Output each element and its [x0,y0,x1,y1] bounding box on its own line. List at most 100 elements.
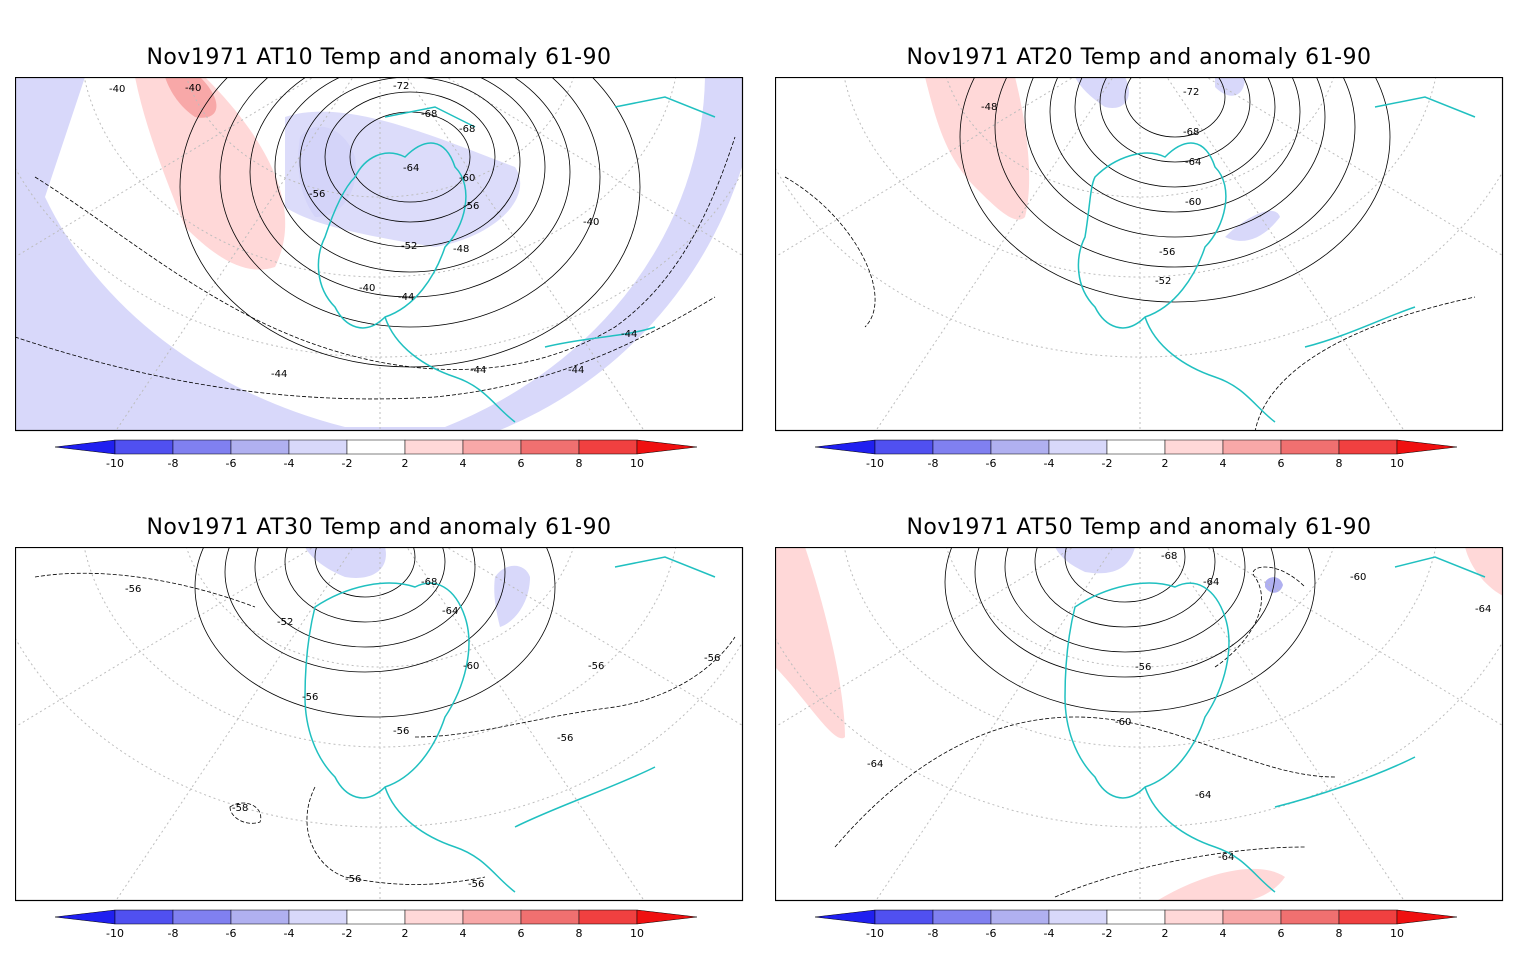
contour-label: -44 [621,329,637,340]
colorbar-arrow-left [55,909,116,925]
colorbar-segment [404,909,464,925]
colorbar-tick-label: 10 [1390,927,1404,940]
contour-label: -58 [232,803,248,814]
colorbar-arrow-left [815,439,876,455]
contour-label: -64 [1185,157,1201,168]
panel-at10: Nov1971 AT10 Temp and anomaly 61-90 [15,45,755,495]
colorbar-segment [462,909,522,925]
colorbar-arrow-right [1396,439,1458,455]
colorbar-segment [288,439,348,455]
colorbar-tick-label: 10 [630,457,644,470]
colorbar-segment [346,909,406,925]
contour-label: -52 [1155,276,1171,287]
colorbar-arrow-right [636,909,698,925]
colorbar-tick-label: 2 [1162,457,1169,470]
colorbar-4: -10 -8 -6 -4 -2 2 4 6 8 10 [815,909,1458,940]
colorbar-segment [1106,909,1166,925]
anomaly-positive-west [135,78,286,270]
contour-label: -60 [1350,572,1366,583]
map-at10: -40 -40 -72 -68 -68 -64 -60 -56 -56 -52 … [15,77,744,432]
map-frame [775,547,1504,902]
colorbar-tick-label: -4 [1044,927,1055,940]
contour-label: -68 [1161,551,1177,562]
contour-label: -56 [302,692,318,703]
contour-label: -56 [588,661,604,672]
colorbar-segment [346,439,406,455]
colorbar-segment [172,439,232,455]
colorbar-tick-label: 6 [1278,457,1285,470]
colorbar-segment [990,909,1050,925]
contour-label: -44 [398,292,414,303]
anomaly-positive-west [925,78,1030,220]
panel-title: Nov1971 AT10 Temp and anomaly 61-90 [146,45,612,70]
colorbar-tick-label: 4 [460,927,467,940]
colorbar-tick-label: -4 [1044,457,1055,470]
map-frame [15,77,744,432]
colorbar-tick-label: 8 [1336,927,1343,940]
colorbar-segment [932,909,992,925]
contour-label: -64 [1203,577,1219,588]
contour-label: -44 [568,365,584,376]
contour-label: -44 [271,369,287,380]
colorbar-segment [404,439,464,455]
colorbar-segment [1222,909,1282,925]
colorbar-tick-label: 4 [460,457,467,470]
colorbar-arrow-left [55,439,116,455]
colorbar-tick-label: 2 [402,457,409,470]
colorbar-segment [462,439,522,455]
contour-label: -56 [704,653,720,664]
contour-label: -64 [403,163,419,174]
panel-at20: Nov1971 AT20 Temp and anomaly 61-90 [775,45,1515,495]
contour-label: -56 [345,874,361,885]
anomaly-negative-north [1055,548,1135,574]
anomaly-positive-east [1465,548,1502,596]
colorbar-segment [578,439,638,455]
colorbar-tick-label: -2 [1102,457,1113,470]
colorbar-tick-label: 6 [518,457,525,470]
colorbar-tick-label: -10 [866,457,884,470]
contour-label: -52 [277,617,293,628]
colorbar-1: -10 -8 -6 -4 -2 2 4 6 8 10 [55,439,698,470]
contour-label: -72 [393,81,409,92]
colorbar-tick-label: 8 [576,927,583,940]
colorbar-tick-label: 6 [1278,927,1285,940]
colorbar-tick-label: -10 [866,927,884,940]
colorbar-segment [1280,909,1340,925]
anomaly-negative-atlantic [494,565,530,627]
colorbar-segment [1280,439,1340,455]
anomaly-positive-west [776,548,845,739]
contour-label: -68 [421,109,437,120]
colorbar-tick-label: -4 [284,457,295,470]
colorbar-tick-label: 8 [1336,457,1343,470]
contour-label: -56 [1159,247,1175,258]
contour-label: -40 [109,84,125,95]
colorbar-tick-label: -4 [284,927,295,940]
colorbar-segment [874,439,934,455]
panel-title: Nov1971 AT30 Temp and anomaly 61-90 [146,515,612,540]
panel-at50: Nov1971 AT50 Temp and anomaly 61-90 [775,515,1515,965]
colorbar-tick-label: -2 [1102,927,1113,940]
map-at20: -48 -72 -68 -64 -60 -56 -52 [775,77,1504,432]
colorbar-segment [114,909,174,925]
contour-label: -48 [981,102,997,113]
colorbar-tick-label: 6 [518,927,525,940]
colorbar-tick-label: -10 [106,927,124,940]
anomaly-negative-north [1075,78,1129,108]
colorbar-segment [172,909,232,925]
colorbar-segment [230,439,290,455]
colorbar-arrow-left [815,909,876,925]
colorbar-tick-label: -2 [342,457,353,470]
contour-label: -60 [463,661,479,672]
colorbar-arrow-right [636,439,698,455]
colorbar-segment [520,909,580,925]
anomaly-negative-atlantic [1225,210,1280,241]
contour-label: -64 [1195,790,1211,801]
colorbar-segment [1338,439,1398,455]
colorbar-segment [932,439,992,455]
contour-label: -64 [1475,604,1491,615]
anomaly-negative-north [305,548,386,578]
colorbar-segment [114,439,174,455]
panel-title: Nov1971 AT50 Temp and anomaly 61-90 [906,515,1372,540]
contour-label: -56 [309,189,325,200]
colorbar-segment [990,439,1050,455]
